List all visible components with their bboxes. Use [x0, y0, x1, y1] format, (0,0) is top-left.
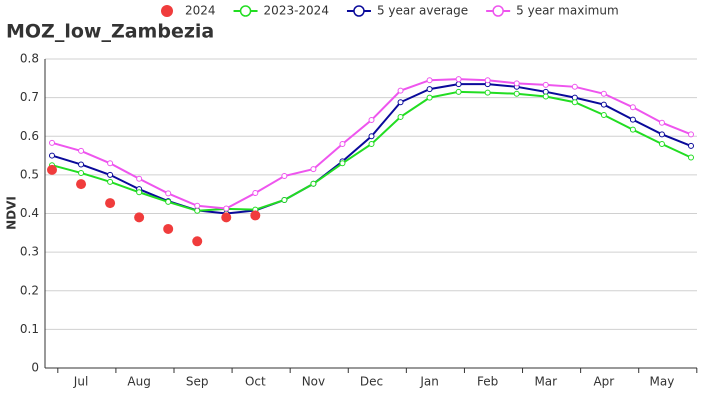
point	[688, 142, 694, 149]
x-tick-label: Mar	[534, 375, 557, 389]
point	[194, 207, 201, 214]
point	[455, 81, 462, 88]
x-tick-label: Jan	[419, 375, 439, 389]
point	[105, 198, 116, 209]
legend-label: 5 year maximum	[516, 4, 619, 18]
y-tick-label: 0.2	[20, 283, 39, 297]
point	[107, 178, 114, 185]
point	[600, 101, 607, 108]
y-tick-label: 0.1	[20, 322, 39, 336]
point	[484, 89, 491, 96]
point	[163, 223, 174, 234]
point	[310, 180, 317, 187]
y-tick-label: 0.3	[20, 245, 39, 259]
y-tick-label: 0.8	[20, 52, 39, 66]
legend-label: 2023-2024	[264, 4, 329, 18]
point	[76, 179, 87, 190]
chart-title: MOZ_low_Zambezia	[6, 21, 214, 43]
point	[134, 212, 145, 223]
y-tick-label: 0.5	[20, 167, 39, 181]
point	[629, 104, 636, 111]
point	[484, 77, 491, 84]
point	[455, 76, 462, 83]
legend-swatch	[239, 5, 252, 17]
y-tick-label: 0	[31, 361, 39, 375]
point	[252, 190, 259, 197]
point	[194, 202, 201, 209]
point	[165, 198, 172, 205]
point	[368, 117, 375, 124]
point	[513, 90, 520, 97]
point	[78, 161, 85, 168]
legend-label: 2024	[185, 4, 216, 18]
point	[221, 212, 232, 223]
point	[165, 190, 172, 197]
point	[658, 131, 665, 138]
point	[250, 210, 261, 221]
point	[368, 133, 375, 140]
point	[78, 169, 85, 176]
point	[571, 83, 578, 90]
point	[426, 77, 433, 84]
point	[136, 175, 143, 182]
y-tick-label: 0.6	[20, 129, 39, 143]
point	[688, 131, 694, 138]
point	[310, 166, 317, 173]
y-tick-label: 0.7	[20, 90, 39, 104]
point	[688, 154, 694, 161]
x-tick-label: Aug	[127, 375, 150, 389]
point	[426, 94, 433, 101]
x-tick-label: May	[650, 375, 675, 389]
point	[223, 205, 230, 212]
point	[339, 160, 346, 167]
point	[426, 86, 433, 93]
legend-swatch	[353, 5, 365, 17]
point	[136, 189, 143, 196]
point	[542, 81, 549, 88]
point	[47, 164, 57, 175]
x-tick-label: Oct	[245, 375, 266, 389]
legend-swatch	[492, 5, 504, 17]
point	[49, 139, 55, 146]
point	[571, 99, 578, 106]
x-tick-label: Dec	[360, 375, 383, 389]
point	[397, 113, 404, 120]
point	[107, 160, 114, 167]
point	[78, 147, 85, 154]
point	[658, 140, 665, 147]
point	[513, 80, 520, 87]
x-tick-label: Sep	[186, 375, 209, 389]
point	[600, 112, 607, 119]
point	[600, 90, 607, 97]
point	[455, 88, 462, 95]
y-axis-label: NDVI	[5, 196, 19, 230]
x-tick-label: Apr	[593, 375, 614, 389]
point	[542, 93, 549, 100]
point	[397, 99, 404, 106]
x-tick-label: Nov	[302, 375, 325, 389]
point	[339, 140, 346, 147]
point	[49, 152, 55, 159]
point	[368, 140, 375, 147]
x-tick-label: Feb	[477, 375, 498, 389]
legend-swatch	[161, 5, 173, 17]
point	[658, 119, 665, 126]
point	[281, 196, 288, 203]
point	[397, 87, 404, 94]
series-line	[51, 83, 692, 215]
point	[629, 116, 636, 123]
y-tick-label: 0.4	[20, 206, 39, 220]
point	[192, 236, 203, 247]
point	[629, 126, 636, 133]
legend-label: 5 year average	[377, 4, 468, 18]
point	[281, 173, 288, 180]
x-tick-label: Jul	[73, 375, 88, 389]
point	[107, 171, 114, 178]
